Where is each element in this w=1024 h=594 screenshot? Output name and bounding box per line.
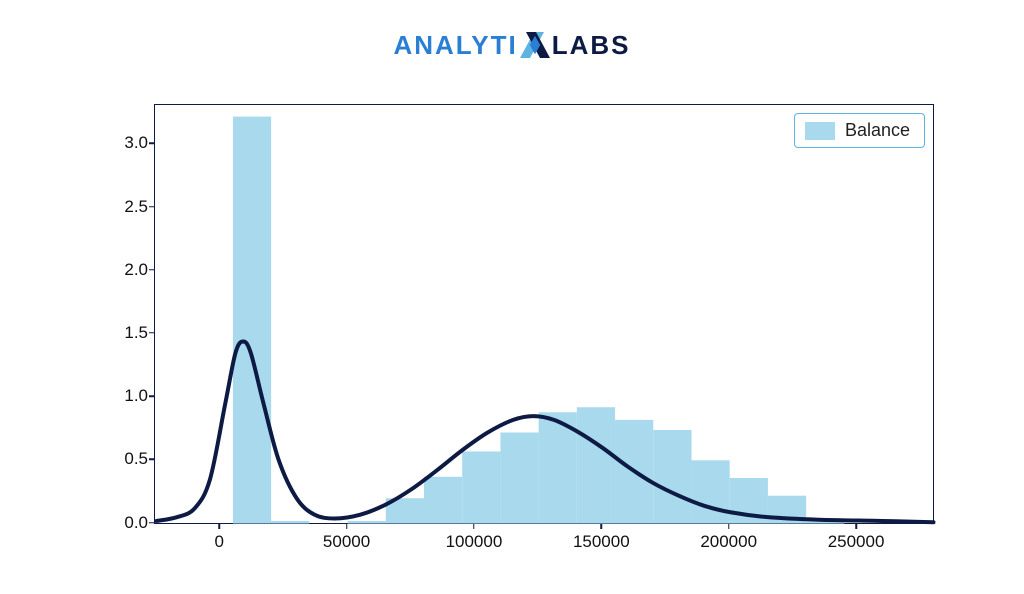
y-tick-label: 0.5 <box>108 449 148 469</box>
y-tick-label: 1.0 <box>108 386 148 406</box>
x-tick-mark <box>601 524 603 529</box>
x-tick-label: 50000 <box>323 532 370 552</box>
legend-swatch <box>805 122 835 140</box>
y-tick-label: 2.5 <box>108 197 148 217</box>
y-tick-mark <box>149 206 154 208</box>
x-tick-label: 250000 <box>828 532 885 552</box>
y-tick-label: 3.0 <box>108 133 148 153</box>
histogram-bar <box>348 521 386 524</box>
logo: ANALYTI LABS <box>0 30 1024 61</box>
chart-svg <box>155 105 933 523</box>
histogram-bar <box>691 460 729 523</box>
logo-x-icon <box>518 30 552 60</box>
x-tick-mark <box>728 524 730 529</box>
x-tick-label: 0 <box>214 532 223 552</box>
x-tick-mark <box>346 524 348 529</box>
page-root: ANALYTI LABS Balance 0.0 0.5 1.0 1.5 2.0 2.5 3… <box>0 0 1024 594</box>
y-tick-mark <box>149 522 154 524</box>
logo-text-part1: ANALYTI <box>393 30 517 60</box>
legend-label: Balance <box>845 120 910 141</box>
histogram-bar <box>577 407 615 523</box>
y-tick-label: 2.0 <box>108 260 148 280</box>
x-tick-mark <box>473 524 475 529</box>
histogram-bar <box>462 451 500 523</box>
chart-container: Balance 0.0 0.5 1.0 1.5 2.0 2.5 3.0 0 50000 10000… <box>94 104 934 564</box>
y-tick-mark <box>149 143 154 145</box>
y-tick-label: 1.5 <box>108 323 148 343</box>
logo-text-part2: LABS <box>552 30 631 60</box>
histogram-bar <box>233 117 271 524</box>
y-tick-label: 0.0 <box>108 513 148 533</box>
histogram-bar <box>500 433 538 524</box>
y-tick-mark <box>149 395 154 397</box>
x-tick-label: 200000 <box>700 532 757 552</box>
x-tick-mark <box>855 524 857 529</box>
y-tick-mark <box>149 269 154 271</box>
x-tick-label: 150000 <box>573 532 630 552</box>
histogram-bar <box>424 477 462 524</box>
x-tick-label: 100000 <box>446 532 503 552</box>
y-tick-mark <box>149 332 154 334</box>
x-tick-mark <box>218 524 220 529</box>
plot-area: Balance <box>154 104 934 524</box>
histogram-bar <box>653 430 691 524</box>
y-tick-mark <box>149 459 154 461</box>
histogram-bar <box>271 521 309 524</box>
legend: Balance <box>794 113 925 148</box>
